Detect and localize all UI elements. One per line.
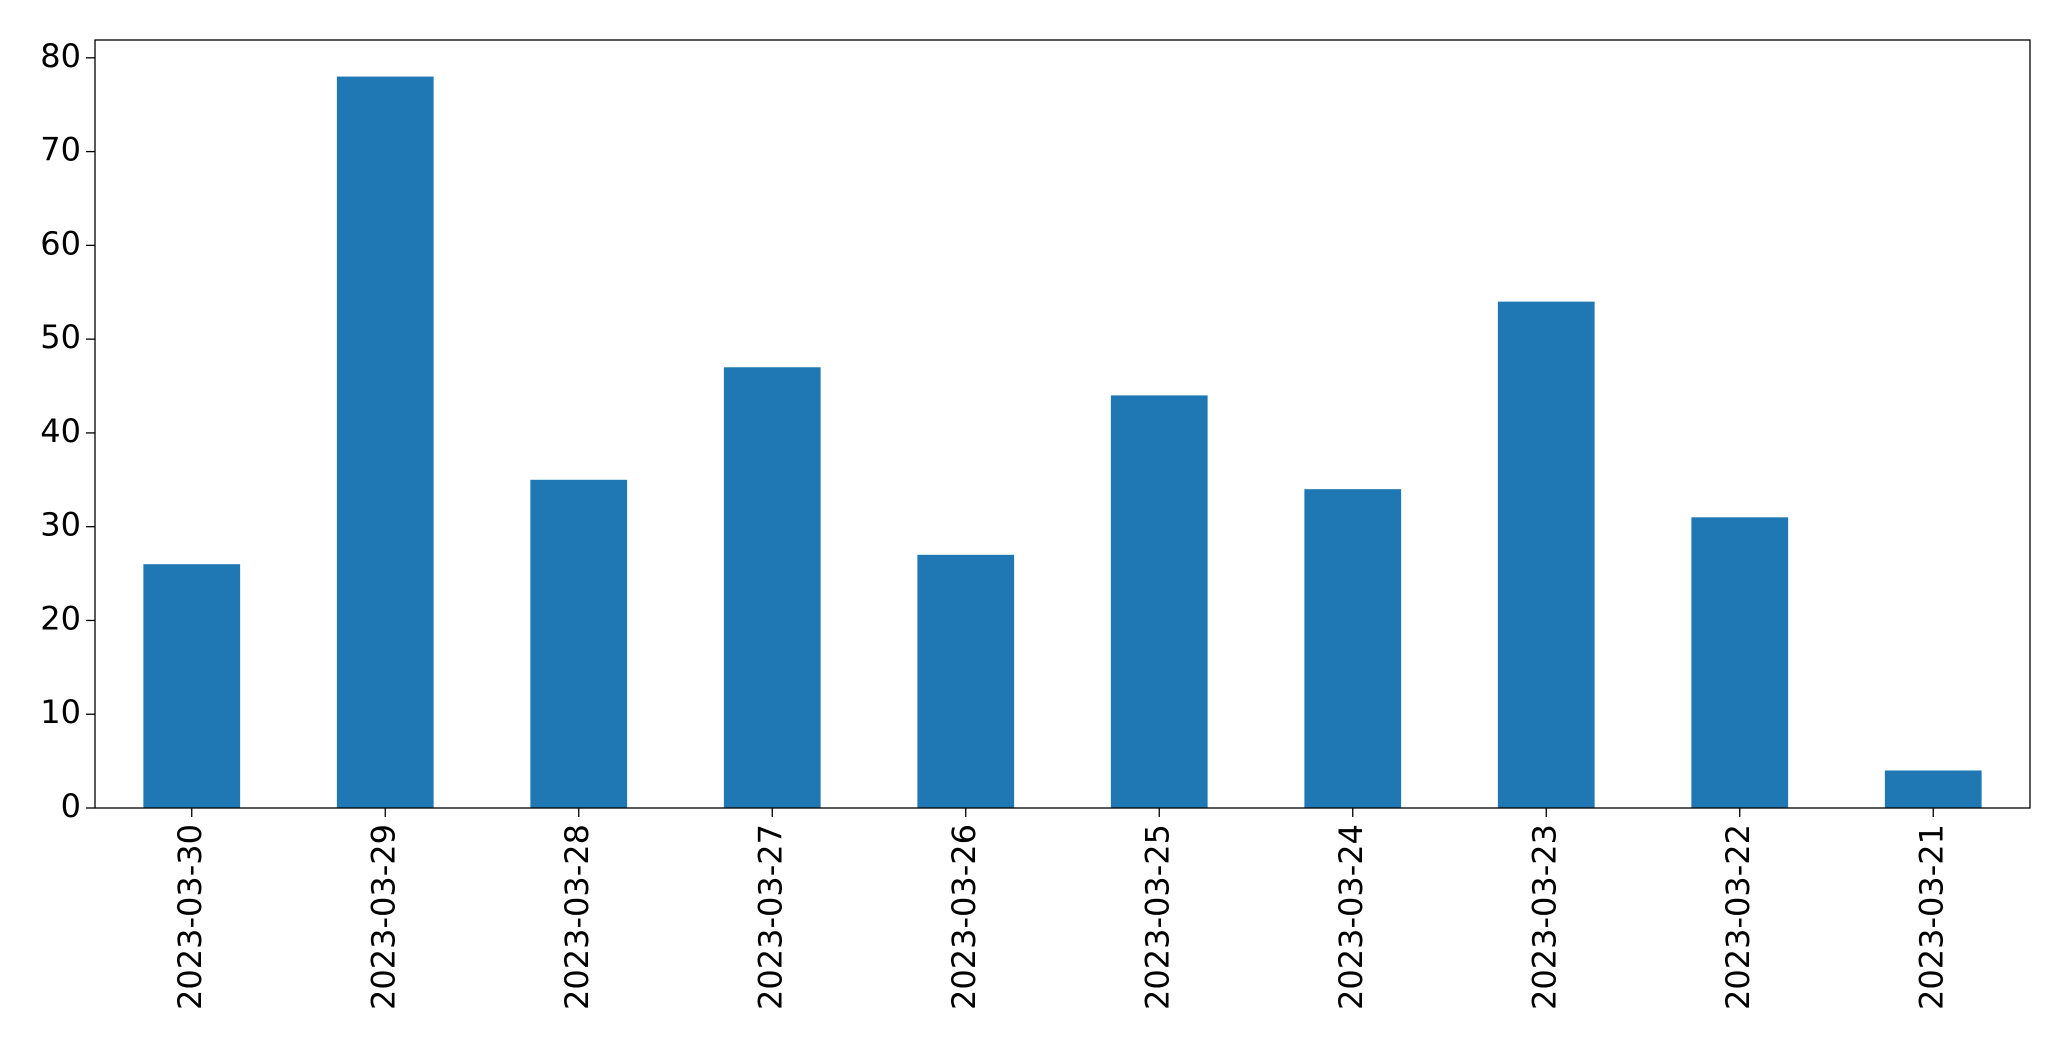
y-tick-label: 10	[40, 693, 81, 731]
y-tick-label: 70	[40, 131, 81, 169]
y-tick-label: 30	[40, 506, 81, 544]
x-tick-label: 2023-03-22	[1719, 824, 1757, 1010]
x-tick-label: 2023-03-24	[1332, 824, 1370, 1010]
x-tick-label: 2023-03-30	[171, 824, 209, 1010]
y-tick-label: 20	[40, 599, 81, 637]
bar	[723, 367, 821, 808]
bar	[1884, 770, 1982, 808]
plot-frame	[94, 39, 2031, 809]
y-tick-label: 60	[40, 224, 81, 262]
bar	[530, 479, 628, 808]
bar	[1497, 301, 1595, 808]
bar	[1304, 489, 1402, 808]
x-tick-label: 2023-03-21	[1912, 824, 1950, 1010]
bar	[1110, 395, 1208, 808]
y-tick-label: 40	[40, 412, 81, 450]
x-tick-label: 2023-03-23	[1525, 824, 1563, 1010]
bar	[143, 564, 241, 808]
x-tick-label: 2023-03-27	[751, 824, 789, 1010]
x-tick-label: 2023-03-28	[558, 824, 596, 1010]
y-tick-label: 50	[40, 318, 81, 356]
bar	[1691, 517, 1789, 808]
bar	[336, 76, 434, 809]
x-tick-label: 2023-03-29	[364, 824, 402, 1010]
x-tick-label: 2023-03-26	[945, 824, 983, 1010]
y-tick-label: 0	[61, 787, 81, 825]
y-tick-label: 80	[40, 37, 81, 75]
x-tick-label: 2023-03-25	[1138, 824, 1176, 1010]
bar	[917, 554, 1015, 808]
